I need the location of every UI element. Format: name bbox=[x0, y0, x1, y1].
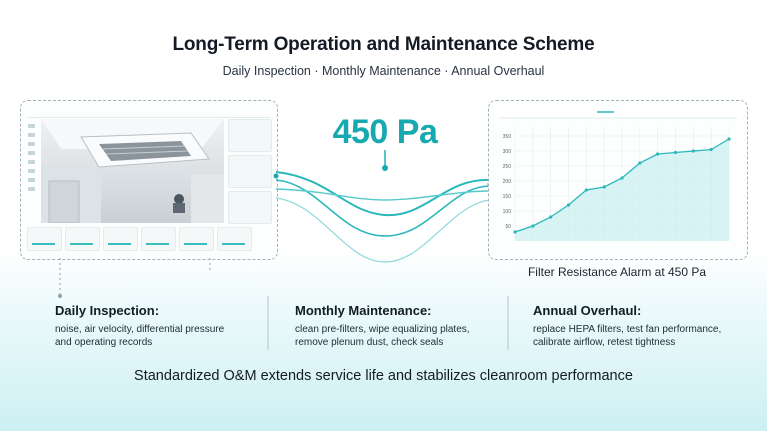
value-pointer-dot bbox=[382, 165, 388, 171]
y-tick-label: 350 bbox=[503, 134, 512, 140]
connector-curve-2 bbox=[275, 179, 491, 237]
y-tick-label: 100 bbox=[503, 209, 512, 215]
data-point bbox=[602, 185, 606, 189]
dashboard-widgets bbox=[27, 227, 271, 253]
connector-curve-1 bbox=[275, 171, 491, 217]
y-tick-label: 200 bbox=[503, 179, 512, 185]
annual-overhaul-block: Annual Overhaul: replace HEPA filters, t… bbox=[533, 303, 763, 349]
monthly-heading: Monthly Maintenance: bbox=[295, 303, 432, 318]
resistance-value: 450 Pa bbox=[332, 113, 438, 151]
y-tick-label: 50 bbox=[505, 224, 511, 230]
page-subtitle: Daily Inspection · Monthly Maintenance ·… bbox=[222, 64, 545, 78]
page-title: Long-Term Operation and Maintenance Sche… bbox=[172, 34, 595, 55]
data-point bbox=[709, 147, 713, 152]
data-point bbox=[620, 176, 624, 180]
resistance-chart: 350 300 250 200 150 100 50 bbox=[494, 107, 742, 241]
annual-line-1: replace HEPA filters, test fan performan… bbox=[533, 324, 722, 335]
dashboard-sidebar bbox=[27, 119, 37, 223]
daily-line-2: and operating records bbox=[55, 337, 153, 348]
dashboard-header bbox=[27, 107, 271, 118]
data-point bbox=[727, 137, 731, 141]
monthly-maintenance-block: Monthly Maintenance: clean pre-filters, … bbox=[295, 303, 525, 349]
y-tick-label: 300 bbox=[503, 149, 512, 155]
leader-dot-daily bbox=[58, 294, 62, 298]
chart-header-bar bbox=[494, 107, 742, 117]
annual-heading: Annual Overhaul: bbox=[533, 303, 642, 318]
data-point bbox=[656, 152, 660, 156]
ceiling-unit-photo bbox=[41, 119, 224, 223]
chart-points bbox=[513, 137, 731, 234]
annual-line-2: calibrate airflow, retest tightness bbox=[533, 337, 676, 348]
data-point bbox=[566, 203, 571, 207]
y-tick-label: 150 bbox=[503, 194, 512, 200]
ceiling-unit-illustration bbox=[41, 119, 224, 223]
data-point bbox=[691, 149, 695, 153]
dashboard-panel bbox=[20, 100, 278, 260]
footer-statement: Standardized O&M extends service life an… bbox=[134, 368, 633, 384]
data-point bbox=[638, 161, 642, 165]
data-point bbox=[531, 224, 535, 228]
chart-panel: 350 300 250 200 150 100 50 bbox=[488, 100, 748, 260]
alarm-label: Filter Resistance Alarm at 450 Pa bbox=[527, 265, 707, 279]
connector-curve-4 bbox=[275, 197, 491, 263]
resistance-area bbox=[515, 139, 729, 241]
dashboard-side-cards bbox=[228, 119, 272, 224]
daily-line-1: noise, air velocity, differential pressu… bbox=[55, 324, 225, 335]
daily-heading: Daily Inspection: bbox=[55, 303, 160, 318]
monthly-line-1: clean pre-filters, wipe equalizing plate… bbox=[295, 324, 470, 335]
data-point bbox=[549, 215, 553, 219]
monthly-line-2: remove plenum dust, check seals bbox=[295, 337, 444, 348]
connector-curve-3 bbox=[275, 188, 491, 201]
data-point bbox=[513, 230, 517, 234]
y-tick-label: 250 bbox=[503, 164, 512, 170]
connector-left-dot bbox=[273, 173, 279, 179]
data-point bbox=[673, 150, 678, 155]
data-point bbox=[584, 188, 588, 192]
daily-inspection-block: Daily Inspection: noise, air velocity, d… bbox=[55, 303, 285, 349]
chart-y-ticks: 350 300 250 200 150 100 50 bbox=[503, 134, 512, 230]
